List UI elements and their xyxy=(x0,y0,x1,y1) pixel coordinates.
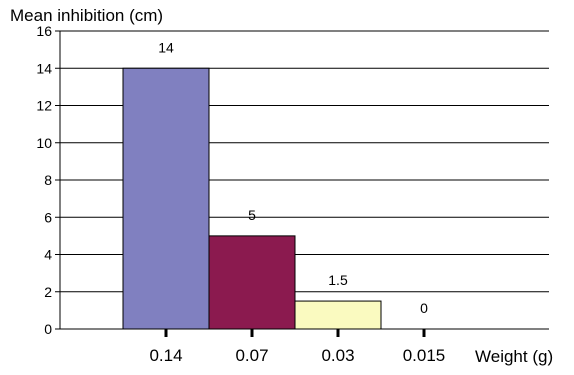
y-axis-label: Mean inhibition (cm) xyxy=(10,6,163,25)
bar xyxy=(208,235,296,330)
axes xyxy=(55,30,549,337)
bar xyxy=(122,67,210,330)
x-axis-label: Weight (g) xyxy=(475,347,553,366)
bar xyxy=(294,300,382,330)
data-label: 1.5 xyxy=(328,272,348,288)
y-tick-label: 4 xyxy=(44,247,52,263)
y-tick-label: 16 xyxy=(36,23,52,39)
y-tick-label: 6 xyxy=(44,209,52,225)
x-tick-label: 0.07 xyxy=(235,346,268,365)
y-tick-label: 12 xyxy=(36,98,52,114)
y-tick-label: 2 xyxy=(44,284,52,300)
x-tick-label: 0.14 xyxy=(149,346,182,365)
data-label: 5 xyxy=(248,207,256,223)
data-label: 0 xyxy=(420,300,428,316)
y-tick-label: 8 xyxy=(44,172,52,188)
data-label: 14 xyxy=(158,39,174,55)
labels: Mean inhibition (cm) Weight (g) 0 2 4 6 8 10 1… xyxy=(10,6,553,366)
y-tick-label: 14 xyxy=(36,60,52,76)
y-tick-label: 10 xyxy=(36,135,52,151)
x-tick-label: 0.015 xyxy=(403,346,446,365)
bars xyxy=(122,67,382,330)
y-tick-label: 0 xyxy=(44,321,52,337)
x-tick-label: 0.03 xyxy=(321,346,354,365)
